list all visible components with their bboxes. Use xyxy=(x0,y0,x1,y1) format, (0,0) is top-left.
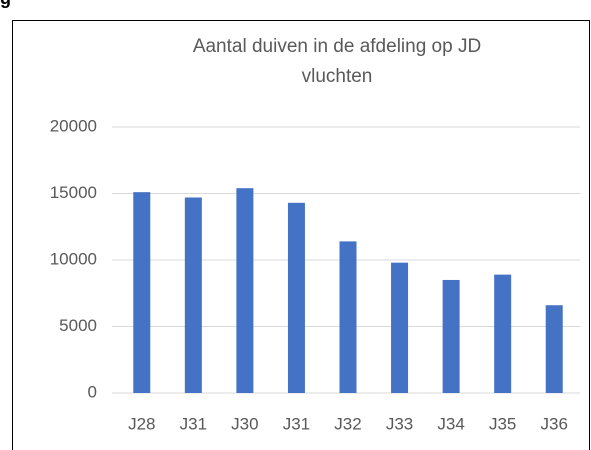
x-tick-label: J36 xyxy=(541,414,568,433)
bar xyxy=(184,197,202,393)
y-tick-label: 0 xyxy=(88,382,97,401)
x-tick-label: J34 xyxy=(437,414,464,433)
bar xyxy=(287,202,305,393)
x-tick-label: J28 xyxy=(128,414,155,433)
x-tick-label: J32 xyxy=(334,414,361,433)
chart-border xyxy=(12,20,590,450)
y-tick-label: 5000 xyxy=(59,316,97,335)
x-tick-label: J30 xyxy=(231,414,258,433)
bar xyxy=(442,279,460,393)
heading-fragment: g xyxy=(0,0,11,9)
bar xyxy=(339,241,357,393)
bar xyxy=(494,274,512,393)
x-tick-label: J31 xyxy=(283,414,310,433)
x-tick-label: J33 xyxy=(386,414,413,433)
bar xyxy=(545,305,563,393)
y-tick-label: 15000 xyxy=(50,183,97,202)
bar xyxy=(133,192,151,393)
x-tick-label: J35 xyxy=(489,414,516,433)
chart-title: Aantal duiven in de afdeling op JD vluch… xyxy=(192,36,482,87)
bar xyxy=(391,262,409,393)
y-tick-label: 20000 xyxy=(50,116,97,135)
bar xyxy=(236,188,254,393)
x-tick-label: J31 xyxy=(180,414,207,433)
y-tick-label: 10000 xyxy=(50,249,97,268)
